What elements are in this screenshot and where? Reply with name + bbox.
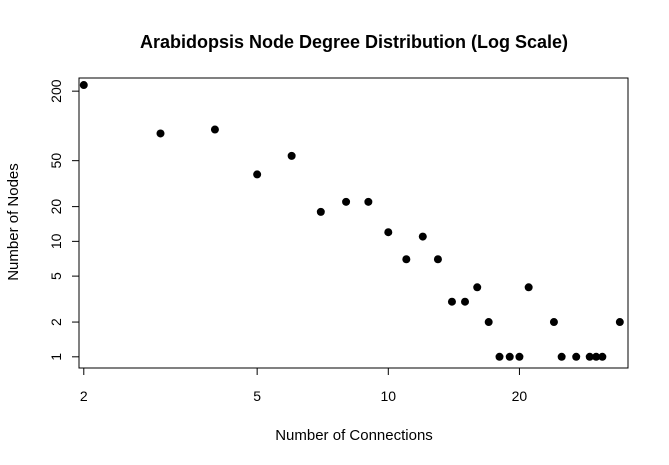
y-axis: 1 2 5 10 20 50 200 — [48, 79, 80, 361]
data-point — [585, 352, 594, 361]
data-point — [524, 283, 533, 292]
data-point — [447, 297, 456, 306]
data-point — [461, 297, 470, 306]
data-point — [402, 255, 411, 264]
data-point — [210, 125, 219, 134]
data-point — [615, 318, 624, 327]
data-point — [342, 197, 351, 206]
data-point — [505, 352, 514, 361]
data-point — [384, 228, 393, 237]
data-point — [418, 232, 427, 241]
data-point — [515, 352, 524, 361]
data-point — [592, 352, 601, 361]
x-tick-label: 2 — [80, 388, 88, 404]
data-point — [364, 197, 373, 206]
data-point — [287, 151, 296, 160]
data-point — [484, 318, 493, 327]
data-point — [316, 207, 325, 216]
data-point — [598, 352, 607, 361]
chart-title: Arabidopsis Node Degree Distribution (Lo… — [140, 32, 568, 52]
data-point — [79, 81, 88, 90]
data-point — [473, 283, 482, 292]
data-point — [572, 352, 581, 361]
x-axis-label: Number of Connections — [275, 427, 433, 444]
x-tick-label: 20 — [512, 388, 528, 404]
y-tick-label: 200 — [48, 79, 64, 103]
y-tick-label: 20 — [48, 199, 64, 215]
y-axis-label: Number of Nodes — [5, 163, 22, 281]
data-point — [253, 170, 262, 179]
y-tick-label: 2 — [48, 318, 64, 326]
data-point — [549, 318, 558, 327]
data-point — [156, 129, 165, 138]
data-point — [433, 255, 442, 264]
y-tick-label: 1 — [48, 353, 64, 361]
x-tick-label: 5 — [253, 388, 261, 404]
data-point — [495, 352, 504, 361]
y-tick-label: 5 — [48, 272, 64, 280]
y-tick-label: 10 — [48, 233, 64, 249]
data-points — [79, 81, 624, 361]
x-tick-label: 10 — [381, 388, 397, 404]
data-point — [557, 352, 566, 361]
y-tick-label: 50 — [48, 153, 64, 169]
x-axis: 2 5 10 20 — [80, 367, 528, 404]
